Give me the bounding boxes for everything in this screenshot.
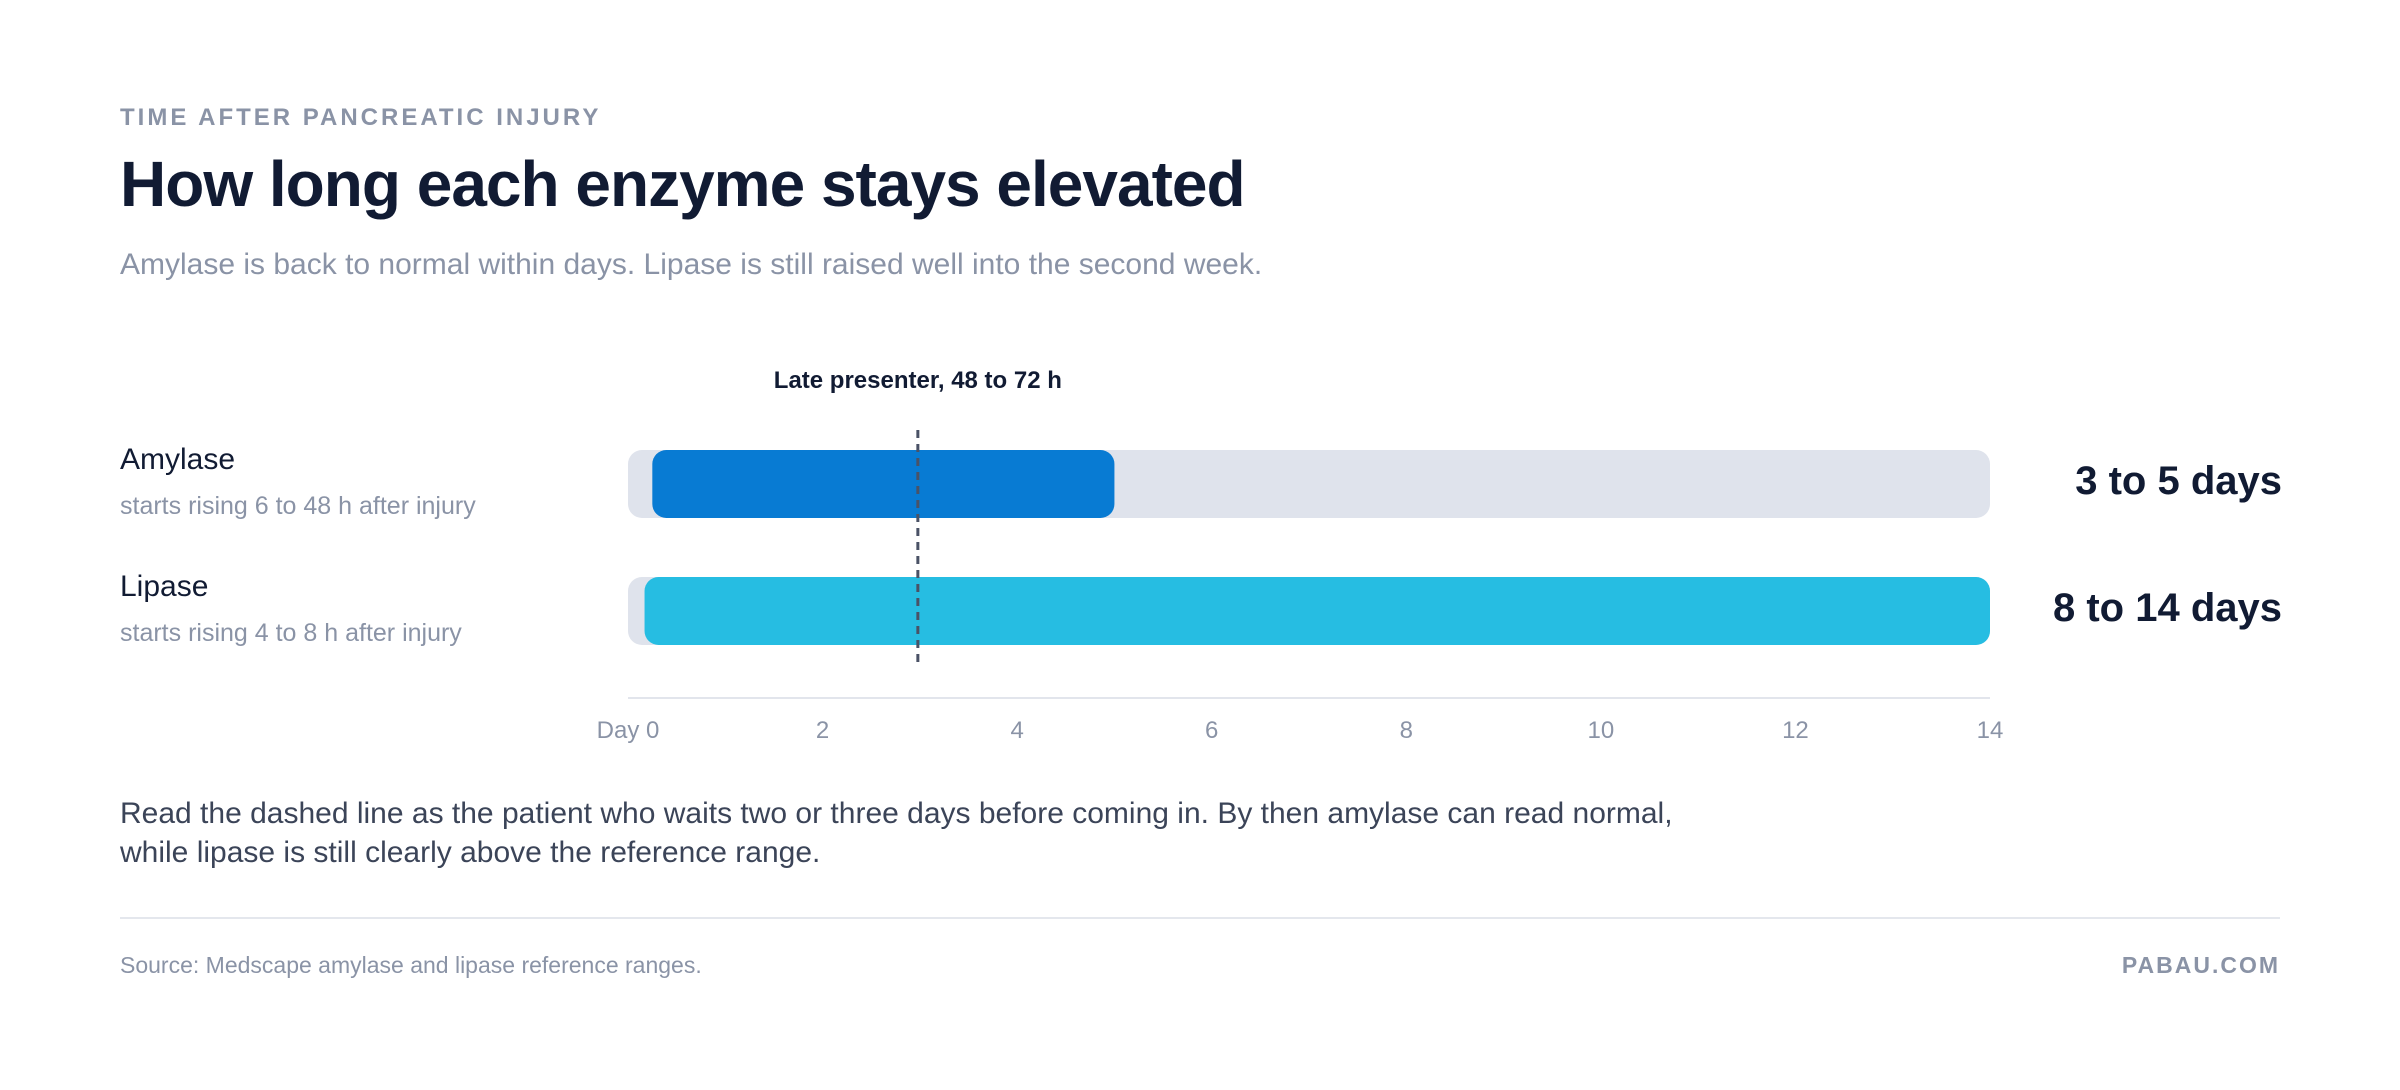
chart-subtitle: Amylase is back to normal within days. L…	[120, 248, 1263, 281]
duration-amylase: 3 to 5 days	[2075, 459, 2282, 503]
bar-chart: Day 0 2 4 6 8 10 12 14 Late presenter, 48 to 72 …	[597, 367, 2004, 744]
row-label-lipase: Lipase	[120, 570, 209, 603]
x-tick-label: Day 0	[597, 717, 660, 744]
x-tick-label: 8	[1400, 717, 1413, 744]
x-tick-label: 6	[1205, 717, 1218, 744]
source-note: Source: Medscape amylase and lipase refe…	[120, 952, 702, 978]
x-tick-label: 14	[1977, 717, 2004, 744]
footer-divider	[120, 917, 2280, 919]
duration-lipase: 8 to 14 days	[2052, 586, 2282, 630]
row-sub-amylase: starts rising 6 to 48 h after injury	[120, 492, 476, 520]
bar-lipase	[644, 577, 1990, 645]
bar-amylase	[652, 450, 1115, 518]
x-tick-label: 2	[816, 717, 829, 744]
chart-title: How long each enzyme stays elevated	[120, 148, 1246, 220]
brand-label: PABAU.COM	[2121, 952, 2280, 978]
row-sub-lipase: starts rising 4 to 8 h after injury	[120, 619, 462, 647]
x-tick-label: 4	[1010, 717, 1023, 744]
x-tick-label: 12	[1782, 717, 1809, 744]
marker-label: Late presenter, 48 to 72 h	[774, 367, 1062, 394]
explanatory-note: Read the dashed line as the patient who …	[120, 797, 1673, 869]
row-label-amylase: Amylase	[120, 443, 236, 476]
x-tick-label: 10	[1588, 717, 1615, 744]
eyebrow-label: TIME AFTER PANCREATIC INJURY	[120, 104, 602, 131]
